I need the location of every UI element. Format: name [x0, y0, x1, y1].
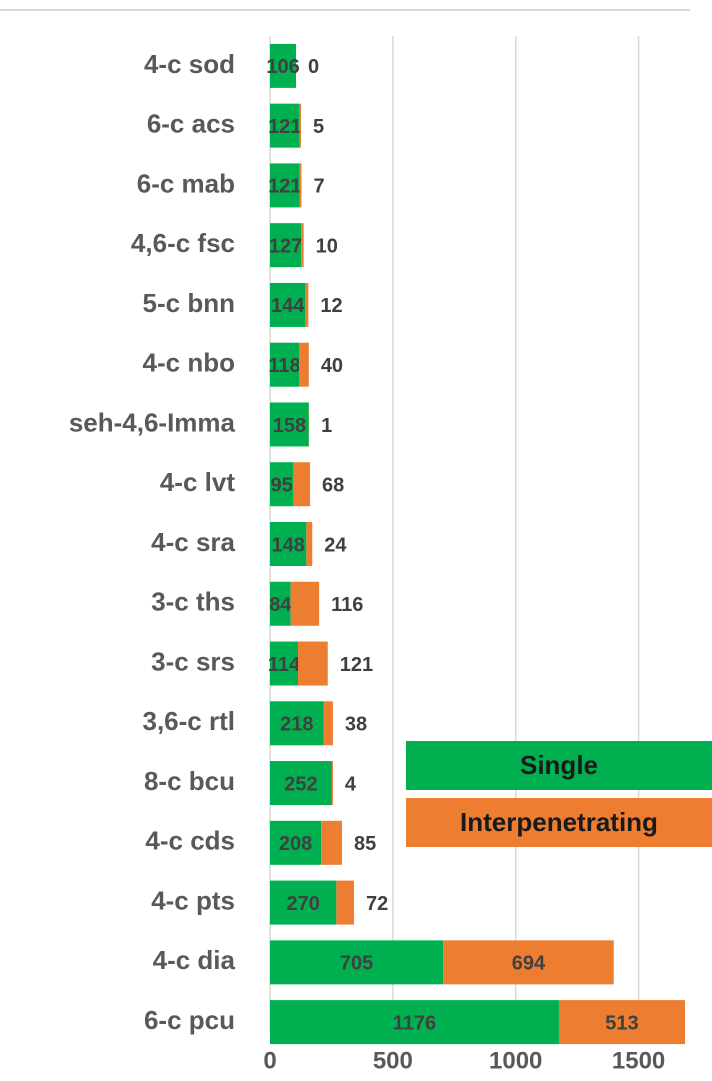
bar-segment: [270, 223, 302, 268]
data-label: 694: [512, 953, 546, 975]
bar-segment: [323, 701, 333, 746]
bar-segment: [270, 103, 300, 148]
data-label: 121: [340, 654, 373, 676]
category-label: 6-c acs: [147, 109, 235, 139]
x-tick-label: 1500: [612, 1047, 665, 1074]
bar-segment: [299, 103, 301, 148]
data-label: 158: [273, 415, 306, 437]
bar-segment: [270, 522, 307, 566]
bar-segment: [306, 522, 313, 566]
bar-segment: [443, 940, 614, 985]
bar-segment: [331, 761, 333, 806]
data-label: 218: [280, 714, 313, 736]
bar-segment: [321, 820, 342, 865]
data-label: 0: [308, 56, 319, 78]
data-label: 252: [284, 773, 317, 795]
bar-segment: [270, 43, 297, 88]
bar-segment: [290, 581, 320, 626]
bar-segment: [270, 342, 299, 387]
bar-segment: [270, 462, 294, 507]
x-tick-label: 0: [263, 1047, 276, 1074]
data-label: 121: [268, 176, 301, 198]
x-tick-label: 500: [373, 1047, 413, 1074]
bar-segment: [270, 581, 291, 626]
category-label: 3-c srs: [151, 646, 235, 676]
x-tick-label: 1000: [489, 1047, 542, 1074]
bar-segment: [270, 282, 306, 327]
category-label: 4-c cds: [145, 826, 235, 856]
data-label: 72: [366, 893, 388, 915]
legend-swatch: [406, 741, 712, 790]
data-label: 208: [279, 833, 312, 855]
legend-label: Single: [520, 750, 598, 780]
data-label: 38: [345, 714, 367, 736]
category-label: 3-c ths: [151, 587, 235, 617]
data-label: 148: [271, 534, 304, 556]
bar-segment: [270, 880, 337, 925]
data-label: 95: [271, 475, 293, 497]
bar-segment: [270, 163, 300, 208]
data-label: 24: [324, 534, 347, 556]
bar-segment: [301, 223, 304, 268]
data-label: 127: [269, 235, 302, 257]
category-label: 4-c pts: [151, 885, 235, 915]
data-label: 1: [321, 415, 332, 437]
data-label: 4: [345, 773, 357, 795]
bar-segment: [270, 641, 299, 686]
bar-segment: [270, 761, 332, 806]
category-label: 4-c sra: [151, 527, 235, 557]
bar-segment: [270, 820, 322, 865]
data-label: 116: [331, 594, 363, 616]
data-label: 10: [316, 235, 338, 257]
category-label: 4-c nbo: [143, 348, 235, 378]
bar-segment: [270, 1000, 559, 1045]
bar-segment: [270, 402, 309, 447]
category-label: seh-4,6-Imma: [69, 407, 236, 437]
bar-segment: [336, 880, 355, 925]
data-label: 84: [269, 594, 292, 616]
bar-segment: [298, 641, 328, 686]
data-label: 513: [605, 1012, 638, 1034]
category-label: 4,6-c fsc: [131, 228, 235, 258]
data-label: 270: [286, 893, 319, 915]
data-label: 118: [268, 355, 300, 377]
data-label: 121: [268, 116, 301, 138]
category-label: 4-c sod: [144, 49, 235, 79]
data-label: 68: [322, 475, 344, 497]
legend-label: Interpenetrating: [460, 807, 658, 837]
category-label: 5-c bnn: [143, 288, 235, 318]
data-label: 85: [354, 833, 376, 855]
bar-segment: [298, 342, 309, 387]
data-label: 705: [340, 953, 373, 975]
bar-segment: [270, 940, 444, 985]
data-label: 7: [313, 176, 324, 198]
bar-segment: [270, 701, 324, 746]
data-label: 106: [266, 56, 299, 78]
category-label: 3,6-c rtl: [143, 706, 236, 736]
data-label: 40: [321, 355, 343, 377]
data-label: 144: [271, 295, 305, 317]
data-label: 5: [313, 116, 324, 138]
category-label: 8-c bcu: [144, 766, 235, 796]
bar-segment: [293, 462, 311, 507]
category-label: 6-c pcu: [144, 1005, 235, 1035]
data-label: 114: [268, 654, 301, 676]
bar-segment: [305, 282, 309, 327]
data-label: 1176: [393, 1012, 436, 1034]
category-label: 4-c lvt: [160, 467, 235, 497]
bar-segment: [299, 163, 302, 208]
legend-swatch: [406, 798, 712, 847]
category-label: 6-c mab: [137, 168, 235, 198]
category-label: 4-c dia: [153, 945, 236, 975]
data-label: 12: [320, 295, 342, 317]
bar-segment: [558, 1000, 686, 1045]
